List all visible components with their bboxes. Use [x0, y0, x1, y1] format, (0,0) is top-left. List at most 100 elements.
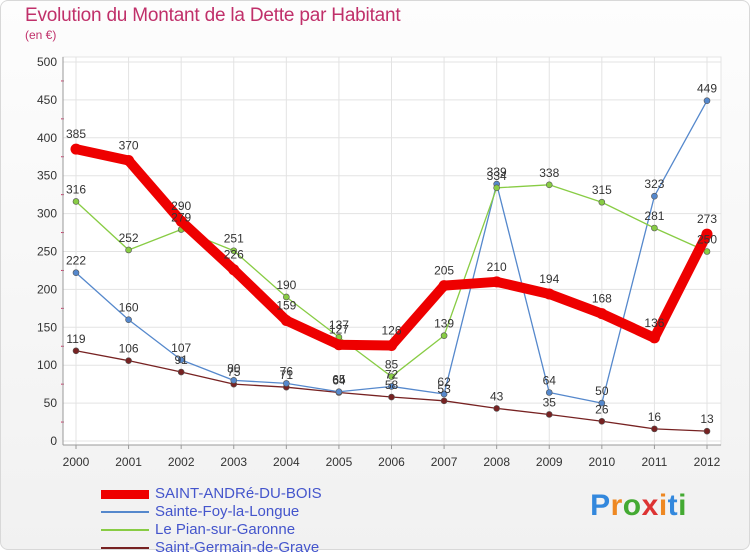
- legend-label: SAINT-ANDRé-DU-BOIS: [155, 485, 322, 502]
- data-point: [70, 143, 82, 155]
- data-label: 160: [119, 301, 139, 315]
- y-tick-label: 500: [37, 55, 57, 69]
- data-point: [230, 247, 238, 255]
- data-label: 281: [644, 209, 664, 223]
- data-point: [703, 427, 711, 435]
- legend-label: Saint-Germain-de-Grave: [155, 539, 320, 556]
- data-label: 58: [385, 378, 399, 392]
- legend-label: Sainte-Foy-la-Longue: [155, 503, 300, 520]
- chart-legend: SAINT-ANDRé-DU-BOIS Sainte-Foy-la-Longue L…: [101, 485, 401, 557]
- data-point: [230, 377, 238, 384]
- data-label: 338: [539, 166, 559, 180]
- legend-item: Sainte-Foy-la-Longue: [101, 503, 401, 521]
- y-tick-label: 50: [44, 396, 58, 410]
- data-label: 222: [66, 254, 86, 268]
- x-tick-label: 2001: [115, 455, 142, 469]
- data-label: 80: [227, 361, 241, 375]
- legend-item: SAINT-ANDRé-DU-BOIS: [101, 485, 401, 503]
- data-point: [440, 332, 448, 339]
- legend-swatch: [101, 511, 149, 513]
- data-label: 139: [434, 317, 454, 331]
- data-label: 279: [171, 211, 191, 225]
- data-label: 85: [385, 358, 399, 372]
- chart-title: Evolution du Montant de la Dette par Hab…: [25, 5, 401, 26]
- data-point: [125, 246, 132, 254]
- data-point: [440, 390, 448, 398]
- proxiti-logo: Proxiti: [590, 489, 687, 523]
- data-label: 370: [119, 139, 139, 153]
- data-label: 107: [171, 341, 191, 355]
- data-label: 26: [595, 402, 609, 416]
- data-point: [493, 184, 500, 192]
- data-point: [545, 411, 553, 418]
- data-label: 106: [119, 342, 139, 356]
- data-point: [388, 393, 395, 401]
- data-label: 194: [539, 272, 559, 286]
- data-point: [177, 356, 185, 364]
- data-point: [598, 399, 606, 407]
- logo-letter: r: [610, 489, 623, 522]
- legend-swatch: [101, 547, 149, 549]
- data-point: [125, 357, 132, 364]
- data-label: 205: [434, 264, 454, 278]
- data-label: 323: [644, 177, 664, 191]
- data-label: 71: [280, 368, 294, 382]
- data-point: [72, 269, 80, 277]
- data-label: 16: [648, 410, 662, 424]
- data-point: [596, 308, 608, 320]
- data-point: [333, 339, 345, 351]
- data-point: [123, 155, 135, 167]
- data-point: [280, 314, 292, 326]
- data-point: [493, 405, 500, 412]
- x-tick-label: 2003: [220, 455, 247, 469]
- x-tick-label: 2011: [642, 455, 668, 469]
- data-point: [545, 181, 553, 189]
- x-tick-label: 2002: [168, 455, 195, 469]
- legend-label: Le Pian-sur-Garonne: [155, 521, 296, 538]
- data-label: 168: [592, 292, 612, 306]
- y-tick-label: 450: [37, 93, 57, 107]
- data-point: [72, 198, 80, 205]
- data-label: 159: [276, 298, 296, 312]
- data-label: 64: [332, 373, 346, 387]
- y-tick-label: 200: [37, 282, 57, 296]
- data-label: 252: [119, 231, 139, 245]
- data-label: 76: [280, 364, 294, 378]
- y-tick-label: 350: [37, 169, 57, 183]
- x-tick-label: 2005: [326, 455, 353, 469]
- logo-letter: o: [622, 489, 642, 522]
- logo-letter: P: [590, 489, 611, 522]
- data-point: [598, 417, 606, 425]
- y-tick-label: 100: [37, 358, 57, 372]
- data-label: 316: [66, 182, 86, 196]
- data-label: 50: [595, 384, 609, 398]
- x-tick-label: 2008: [483, 455, 510, 469]
- y-tick-label: 300: [37, 207, 57, 221]
- data-label: 62: [437, 375, 451, 389]
- data-point: [440, 397, 448, 405]
- legend-item: Le Pian-sur-Garonne: [101, 521, 401, 539]
- data-point: [703, 97, 711, 104]
- data-point: [228, 264, 240, 276]
- data-point: [388, 383, 395, 390]
- data-label: 251: [224, 232, 244, 246]
- data-label: 385: [66, 127, 86, 141]
- y-tick-label: 0: [50, 434, 57, 448]
- y-tick-label: 400: [37, 131, 57, 145]
- data-label: 449: [697, 82, 717, 96]
- data-point: [491, 276, 503, 288]
- data-label: 53: [437, 382, 451, 396]
- data-point: [283, 293, 290, 301]
- y-tick-label: 150: [37, 320, 57, 334]
- x-tick-label: 2012: [694, 455, 721, 469]
- data-point: [651, 192, 658, 200]
- data-point: [283, 380, 290, 387]
- data-label: 136: [644, 316, 664, 330]
- data-label: 190: [276, 278, 296, 292]
- data-point: [125, 316, 132, 324]
- data-label: 273: [697, 212, 717, 226]
- data-point: [703, 248, 711, 255]
- x-tick-label: 2000: [63, 455, 90, 469]
- data-label: 75: [227, 365, 241, 379]
